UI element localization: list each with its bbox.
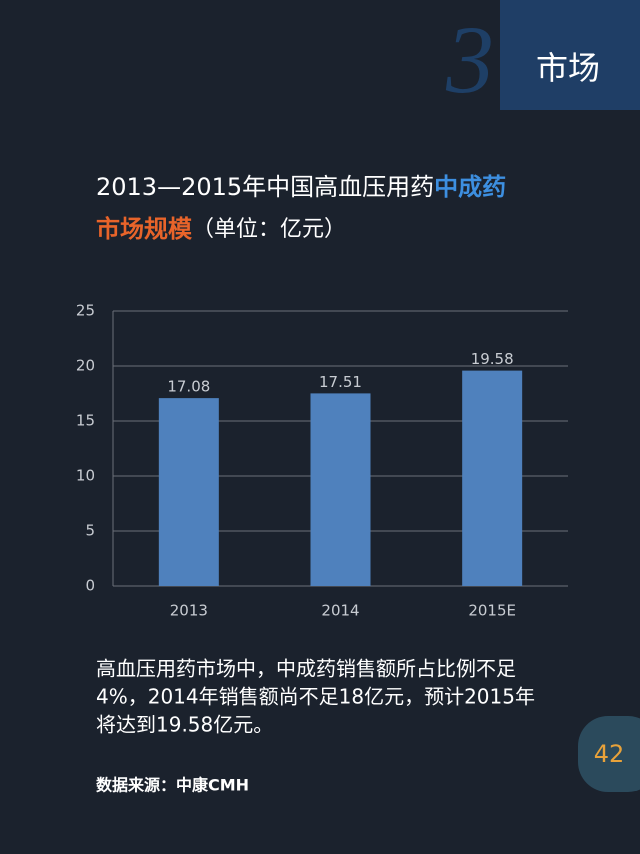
y-tick-label: 0 (85, 577, 95, 595)
data-label: 17.08 (167, 378, 210, 396)
chart-title: 市场规模（单位：亿元） (96, 215, 346, 243)
section-number: 3 (445, 6, 494, 113)
source: 数据来源：中康CMH (96, 776, 249, 795)
page-number: 42 (594, 740, 625, 768)
body-text: 将达到19.58亿元。 (96, 713, 273, 737)
title-part: 市场规模 (96, 215, 193, 243)
data-label: 17.51 (319, 373, 362, 391)
y-tick-label: 25 (76, 302, 95, 320)
x-tick-label: 2013 (170, 602, 208, 620)
title-part: （单位：亿元） (192, 217, 346, 242)
page-badge (578, 716, 640, 792)
title-part: 中成药 (434, 173, 506, 201)
section-label: 市场 (536, 49, 600, 87)
y-tick-label: 5 (85, 522, 95, 540)
bar (462, 370, 523, 586)
chart-title: 2013—2015年中国高血压用药中成药 (96, 173, 506, 201)
y-tick-label: 10 (76, 467, 95, 485)
body-text: 4%，2014年销售额尚不足18亿元，预计2015年 (96, 685, 535, 709)
x-tick-label: 2014 (321, 602, 359, 620)
section-box (500, 0, 640, 110)
x-tick-label: 2015E (468, 602, 516, 620)
data-label: 19.58 (471, 350, 514, 368)
plot: 0 5 10 15 20 25 2013 17.08 2014 17.51 2015E 19.58 (76, 302, 568, 620)
bar (158, 398, 219, 586)
y-tick-label: 15 (76, 412, 95, 430)
bar (310, 393, 371, 586)
title-part: 2013—2015年中国高血压用药 (96, 173, 434, 201)
y-tick-label: 20 (76, 357, 95, 375)
body-text: 高血压用药市场中，中成药销售额所占比例不足 (96, 657, 516, 681)
